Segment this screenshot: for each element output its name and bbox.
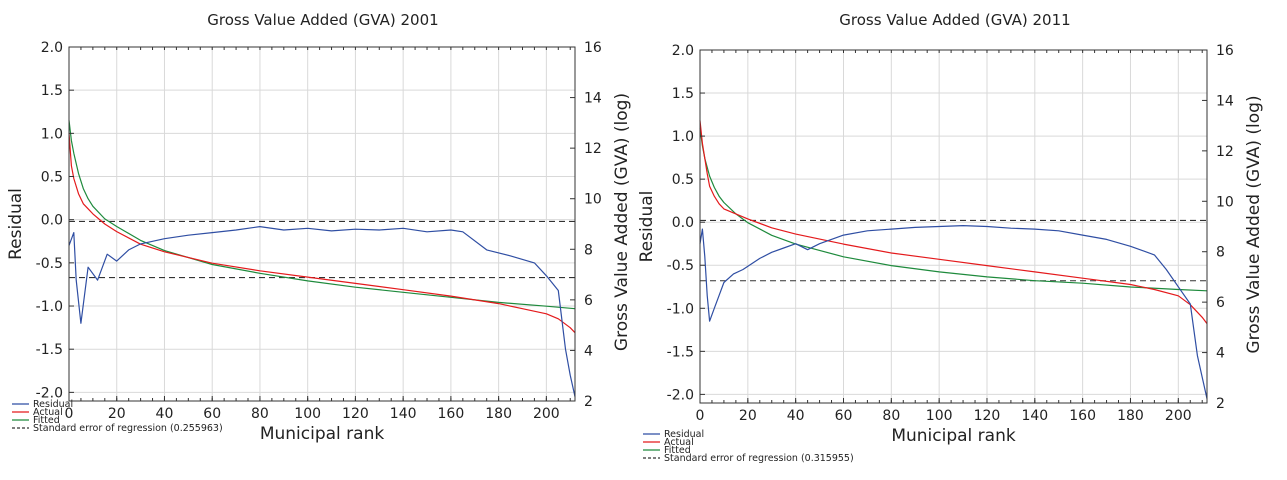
y2-tick-label: 16 — [584, 40, 602, 56]
x-tick-label: 200 — [1165, 408, 1192, 424]
y2-tick-label: 12 — [584, 141, 602, 157]
x-tick-label: 100 — [294, 406, 321, 422]
series-line-residual — [68, 226, 576, 397]
legend-entry-label: Residual — [33, 399, 73, 410]
x-tick-label: 180 — [1117, 408, 1144, 424]
legend-entry-label: Residual — [664, 429, 704, 440]
legend-entry-label: Fitted — [664, 445, 691, 456]
ticks: 0 20 40 60 80 100 120 140 160 180 200 2.0 1.5 1.0 0.5 0… — [36, 40, 602, 422]
series-group — [68, 120, 576, 397]
x-axis-label: Municipal rank — [260, 424, 385, 444]
chart-title: Gross Value Added (GVA) 2011 — [839, 11, 1070, 29]
plot-frame — [699, 49, 1208, 404]
x-tick-label: 80 — [882, 408, 900, 424]
y-tick-label: -1.0 — [36, 299, 63, 315]
y2-tick-label: 8 — [584, 242, 593, 258]
y2-axis-label: Gross Value Added (GVA) (log) — [612, 93, 632, 351]
series-line-fitted — [68, 120, 576, 310]
y2-tick-label: 16 — [1216, 43, 1234, 59]
legend-entry-label: Standard error of regression (0.255963) — [33, 423, 223, 434]
y2-axis-label: Gross Value Added (GVA) (log) — [1244, 95, 1264, 353]
series-group — [699, 120, 1208, 399]
y-tick-label: -2.0 — [36, 385, 63, 401]
y-tick-label: -0.5 — [667, 258, 694, 274]
series-line-fitted — [699, 128, 1208, 292]
x-tick-label: 60 — [203, 406, 221, 422]
y-tick-label: 1.5 — [672, 86, 694, 102]
x-tick-label: 0 — [696, 408, 705, 424]
y-tick-label: -1.5 — [36, 342, 63, 358]
x-tick-label: 80 — [251, 406, 269, 422]
y-axis-label: Residual — [637, 191, 657, 263]
y2-tick-label: 4 — [1216, 346, 1225, 362]
x-tick-label: 120 — [974, 408, 1001, 424]
y-tick-label: 1.0 — [41, 126, 63, 142]
y-tick-label: 2.0 — [672, 43, 694, 59]
x-axis-label: Municipal rank — [891, 426, 1016, 446]
y2-tick-label: 8 — [1216, 245, 1225, 261]
legend-entry-label: Actual — [664, 437, 694, 448]
x-tick-label: 160 — [438, 406, 465, 422]
y2-tick-label: 2 — [584, 394, 593, 410]
y-tick-label: 2.0 — [41, 40, 63, 56]
y2-tick-label: 2 — [1216, 396, 1225, 412]
legend-entry-label: Actual — [33, 407, 63, 418]
grid — [68, 46, 575, 401]
x-tick-label: 180 — [485, 406, 512, 422]
y-tick-label: 0.5 — [672, 172, 694, 188]
x-tick-label: 20 — [108, 406, 126, 422]
y-tick-label: 0.0 — [672, 215, 694, 231]
y2-tick-label: 6 — [584, 293, 593, 309]
series-line-actual — [68, 132, 576, 334]
y2-tick-label: 14 — [584, 91, 602, 107]
y-tick-label: -1.0 — [667, 301, 694, 317]
x-tick-label: 60 — [835, 408, 853, 424]
y-tick-label: -1.5 — [667, 344, 694, 360]
y2-tick-label: 12 — [1216, 144, 1234, 160]
plot-frame — [68, 46, 576, 402]
x-tick-label: 120 — [342, 406, 369, 422]
y-tick-label: 1.0 — [672, 129, 694, 145]
x-tick-label: 140 — [390, 406, 417, 422]
x-tick-label: 40 — [156, 406, 174, 422]
x-tick-label: 0 — [65, 406, 74, 422]
x-tick-label: 100 — [926, 408, 953, 424]
x-tick-label: 40 — [787, 408, 805, 424]
x-tick-label: 160 — [1069, 408, 1096, 424]
chart-gva-2001: Gross Value Added (GVA) 2001 0 20 40 60 80 10… — [6, 11, 632, 444]
x-tick-label: 140 — [1021, 408, 1048, 424]
ticks: 0 20 40 60 80 100 120 140 160 180 200 2.0 1.5 1.0 0.5 0… — [667, 43, 1234, 424]
legend-entry-label: Fitted — [33, 415, 60, 426]
y2-tick-label: 10 — [1216, 194, 1234, 210]
y-tick-label: 1.5 — [41, 83, 63, 99]
series-line-residual — [699, 225, 1208, 399]
y2-tick-label: 6 — [1216, 295, 1225, 311]
legend-entry-label: Standard error of regression (0.315955) — [664, 453, 854, 464]
x-tick-label: 200 — [533, 406, 560, 422]
y2-tick-label: 14 — [1216, 93, 1234, 109]
chart-title: Gross Value Added (GVA) 2001 — [207, 11, 438, 29]
y2-tick-label: 4 — [584, 343, 593, 359]
series-line-actual — [699, 120, 1208, 324]
chart-gva-2011: Gross Value Added (GVA) 2011 0 20 40 60 80 10… — [637, 11, 1264, 464]
y-tick-label: 0.0 — [41, 213, 63, 229]
y2-tick-label: 10 — [584, 192, 602, 208]
y-axis-label: Residual — [6, 188, 26, 260]
y-tick-label: -2.0 — [667, 387, 694, 403]
y-tick-label: -0.5 — [36, 256, 63, 272]
y-tick-label: 0.5 — [41, 170, 63, 186]
x-tick-label: 20 — [739, 408, 757, 424]
